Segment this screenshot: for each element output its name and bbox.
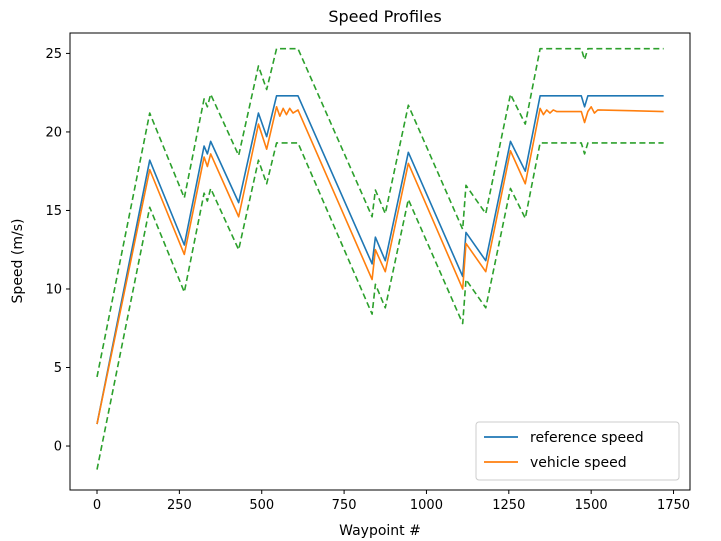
x-tick-label: 750 — [332, 498, 357, 513]
y-tick-label: 10 — [45, 282, 62, 297]
y-tick-label: 20 — [45, 125, 62, 140]
legend-box — [475, 421, 680, 481]
y-tick-label: 5 — [54, 361, 62, 376]
legend-label-vehicle-speed: vehicle speed — [530, 455, 627, 471]
chart-title: Speed Profiles — [328, 7, 441, 26]
x-axis-label: Waypoint # — [339, 523, 421, 539]
legend-items: reference speed vehicle speed — [484, 430, 644, 471]
y-tick-label: 25 — [45, 47, 62, 62]
legend: reference speed vehicle speed — [475, 421, 680, 481]
series-line-upper-bound — [96, 47, 664, 378]
legend-label-reference-speed: reference speed — [530, 430, 644, 446]
x-tick-label: 1000 — [410, 498, 443, 513]
x-tick-label: 1500 — [575, 498, 608, 513]
x-axis-ticks: 0 250 500 750 1000 1250 1500 1750 — [93, 490, 690, 513]
y-axis-ticks: 0 5 10 15 20 25 — [45, 47, 70, 455]
x-tick-label: 500 — [249, 498, 274, 513]
y-tick-label: 0 — [54, 440, 62, 455]
x-tick-label: 0 — [93, 498, 101, 513]
x-tick-label: 1750 — [657, 498, 690, 513]
y-tick-label: 15 — [45, 204, 62, 219]
x-tick-label: 1250 — [492, 498, 525, 513]
series-line-lower-bound — [96, 142, 664, 470]
series-line-vehicle-speed — [96, 106, 664, 425]
series-line-reference-speed — [96, 95, 664, 425]
plot-area-frame — [69, 32, 691, 491]
series-layer — [96, 47, 664, 470]
x-tick-label: 250 — [167, 498, 192, 513]
y-axis-label: Speed (m/s) — [10, 219, 26, 304]
